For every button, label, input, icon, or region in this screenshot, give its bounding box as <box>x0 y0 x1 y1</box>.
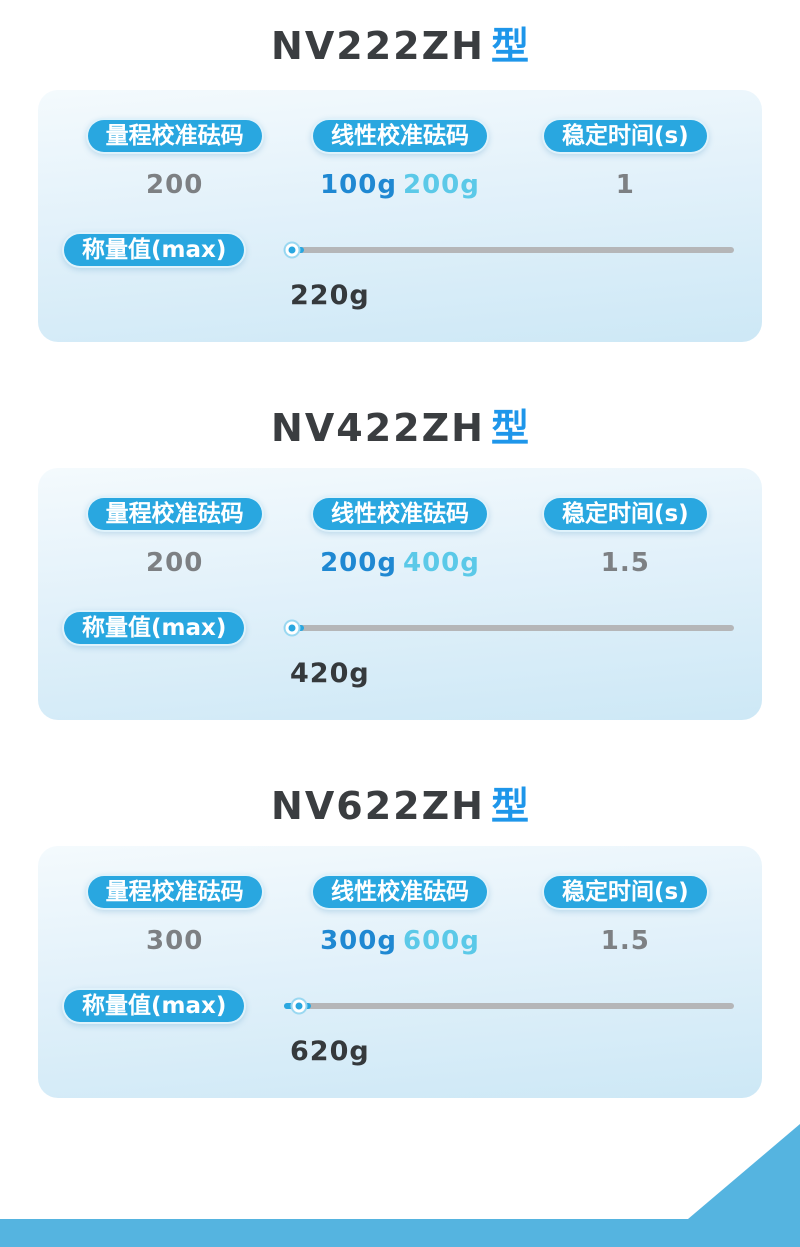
range-calibration-label: 量程校准砝码 <box>85 496 264 532</box>
model-title: NV422ZH 型 <box>0 404 800 452</box>
spec-row: 量程校准砝码 200 线性校准砝码 200g 400g 稳定时间(s) 1.5 <box>62 496 738 578</box>
page: { "theme": { "pill_blue": "#29a7e0", "ty… <box>0 22 800 1247</box>
spec-row: 量程校准砝码 300 线性校准砝码 300g 600g 稳定时间(s) 1.5 <box>62 874 738 956</box>
linear-calibration-value: 200g 400g <box>320 548 480 578</box>
model-title: NV622ZH 型 <box>0 782 800 830</box>
max-weight-slider[interactable] <box>284 616 734 640</box>
model-name: NV222ZH <box>271 24 485 68</box>
slider-handle[interactable] <box>285 621 299 635</box>
slider-row: 称量值(max) <box>62 610 738 646</box>
linear-calibration-value-2: 600g <box>402 926 480 956</box>
model-name: NV622ZH <box>271 784 485 828</box>
spec-range-calibration: 量程校准砝码 200 <box>62 118 287 200</box>
slider-track <box>284 247 734 253</box>
model-section-nv422zh: NV422ZH 型 量程校准砝码 200 线性校准砝码 200g 400g 稳定时间… <box>0 404 800 720</box>
model-card: 量程校准砝码 300 线性校准砝码 300g 600g 稳定时间(s) 1.5 称… <box>38 846 762 1098</box>
max-weight-value: 420g <box>290 658 370 689</box>
footer-triangle-decoration <box>688 1124 800 1219</box>
slider-row: 称量值(max) <box>62 232 738 268</box>
linear-calibration-value-1: 200g <box>320 548 397 578</box>
max-weight-value: 620g <box>290 1036 370 1067</box>
slider-handle[interactable] <box>285 243 299 257</box>
model-type-suffix: 型 <box>490 24 529 68</box>
slider-track <box>284 625 734 631</box>
linear-calibration-value-2: 200g <box>402 170 480 200</box>
model-card: 量程校准砝码 200 线性校准砝码 200g 400g 稳定时间(s) 1.5 称… <box>38 468 762 720</box>
max-weight-slider[interactable] <box>284 238 734 262</box>
spec-stabilization-time: 稳定时间(s) 1.5 <box>513 496 738 578</box>
linear-calibration-label: 线性校准砝码 <box>310 496 489 532</box>
spec-stabilization-time: 稳定时间(s) 1 <box>513 118 738 200</box>
range-calibration-label: 量程校准砝码 <box>85 874 264 910</box>
max-weight-slider[interactable] <box>284 994 734 1018</box>
spec-range-calibration: 量程校准砝码 200 <box>62 496 287 578</box>
weighing-max-label: 称量值(max) <box>62 610 247 646</box>
linear-calibration-value: 100g 200g <box>320 170 480 200</box>
footer-decoration-band <box>0 1124 800 1247</box>
weighing-max-label: 称量值(max) <box>62 232 247 268</box>
weighing-max-label: 称量值(max) <box>62 988 247 1024</box>
linear-calibration-value-2: 400g <box>402 548 480 578</box>
linear-calibration-value-1: 100g <box>320 170 397 200</box>
slider-track <box>284 1003 734 1009</box>
model-type-suffix: 型 <box>490 406 529 450</box>
linear-calibration-value-1: 300g <box>320 926 397 956</box>
stabilization-time-value: 1.5 <box>600 548 650 578</box>
model-card: 量程校准砝码 200 线性校准砝码 100g 200g 稳定时间(s) 1 称量值… <box>38 90 762 342</box>
model-name: NV422ZH <box>271 406 485 450</box>
slider-handle[interactable] <box>292 999 306 1013</box>
range-calibration-value: 200 <box>146 170 204 200</box>
spec-row: 量程校准砝码 200 线性校准砝码 100g 200g 稳定时间(s) 1 <box>62 118 738 200</box>
spec-linear-calibration: 线性校准砝码 100g 200g <box>287 118 512 200</box>
spec-stabilization-time: 稳定时间(s) 1.5 <box>513 874 738 956</box>
linear-calibration-value: 300g 600g <box>320 926 480 956</box>
stabilization-time-value: 1 <box>615 170 635 200</box>
stabilization-time-label: 稳定时间(s) <box>541 118 709 154</box>
range-calibration-value: 300 <box>146 926 204 956</box>
range-calibration-value: 200 <box>146 548 204 578</box>
stabilization-time-label: 稳定时间(s) <box>541 496 709 532</box>
linear-calibration-label: 线性校准砝码 <box>310 874 489 910</box>
spec-range-calibration: 量程校准砝码 300 <box>62 874 287 956</box>
model-type-suffix: 型 <box>490 784 529 828</box>
model-title: NV222ZH 型 <box>0 22 800 70</box>
range-calibration-label: 量程校准砝码 <box>85 118 264 154</box>
stabilization-time-label: 稳定时间(s) <box>541 874 709 910</box>
spec-linear-calibration: 线性校准砝码 200g 400g <box>287 496 512 578</box>
max-weight-value: 220g <box>290 280 370 311</box>
slider-row: 称量值(max) <box>62 988 738 1024</box>
spec-linear-calibration: 线性校准砝码 300g 600g <box>287 874 512 956</box>
model-section-nv622zh: NV622ZH 型 量程校准砝码 300 线性校准砝码 300g 600g 稳定时间… <box>0 782 800 1098</box>
model-section-nv222zh: NV222ZH 型 量程校准砝码 200 线性校准砝码 100g 200g 稳定时间… <box>0 22 800 342</box>
linear-calibration-label: 线性校准砝码 <box>310 118 489 154</box>
stabilization-time-value: 1.5 <box>600 926 650 956</box>
